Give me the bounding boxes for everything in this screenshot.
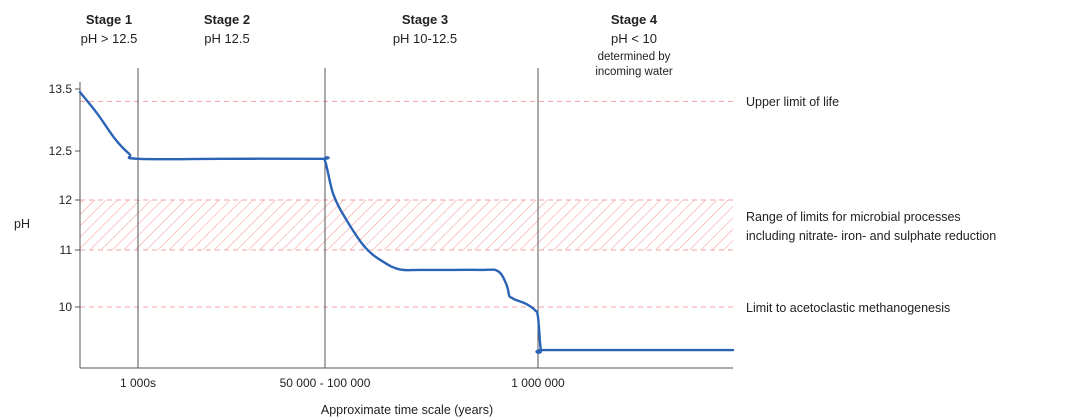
stage-3-title: Stage 3 (402, 12, 448, 27)
ph-curve (78, 90, 735, 354)
x-axis-title: Approximate time scale (years) (321, 403, 493, 417)
stage-4-ph: pH < 10 (611, 31, 657, 46)
y-tick-label: 12 (59, 193, 73, 207)
x-tick-label: 1 000s (120, 376, 156, 390)
y-tick-label: 11 (60, 243, 73, 257)
y-tick-label: 13.5 (49, 82, 73, 96)
stage-3-ph: pH 10-12.5 (393, 31, 457, 46)
band-label-line-2: including nitrate- iron- and sulphate re… (746, 229, 996, 243)
microbial-limits-band (80, 200, 733, 250)
stage-2-title: Stage 2 (204, 12, 250, 27)
stage-headers: Stage 1 pH > 12.5 Stage 2 pH 12.5 Stage … (81, 12, 673, 78)
x-ticks: 1 000s 50 000 - 100 000 1 000 000 (120, 376, 565, 390)
y-axis-title: pH (14, 217, 30, 231)
x-tick-label: 50 000 - 100 000 (280, 376, 371, 390)
stage-4-title: Stage 4 (611, 12, 658, 27)
stage-2-ph: pH 12.5 (204, 31, 250, 46)
stage-4-note-line-2: incoming water (595, 66, 673, 78)
stage-1-title: Stage 1 (86, 12, 132, 27)
stage-4-note-line-1: determined by (598, 51, 671, 63)
stage-1-ph: pH > 12.5 (81, 31, 138, 46)
upper-limit-of-life-label: Upper limit of life (746, 95, 839, 109)
x-tick-label: 1 000 000 (511, 376, 565, 390)
y-ticks: 13.5 12.5 12 11 10 (49, 82, 80, 314)
methanogenesis-limit-label: Limit to acetoclastic methanogenesis (746, 301, 950, 315)
band-label-line-1: Range of limits for microbial processes (746, 210, 961, 224)
y-tick-label: 10 (59, 300, 73, 314)
y-tick-label: 12.5 (49, 144, 73, 158)
